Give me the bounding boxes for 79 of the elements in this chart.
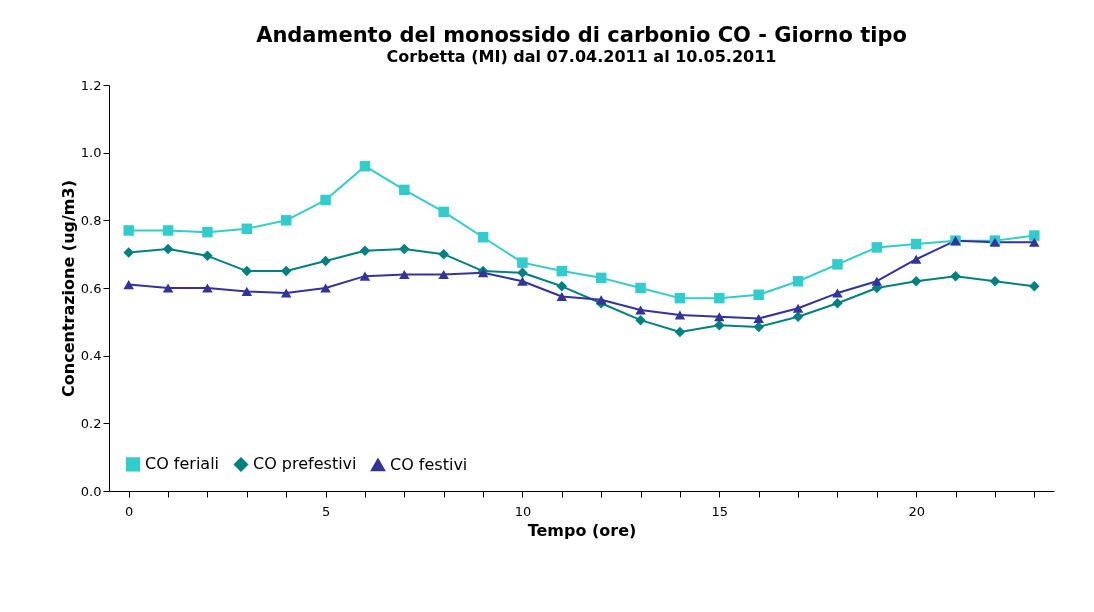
x-tick-label: 15	[711, 503, 729, 519]
point	[832, 259, 843, 270]
x-tick-label: 5	[321, 503, 331, 519]
point	[595, 272, 607, 284]
y-tick-label: 0.8	[80, 212, 102, 228]
point	[674, 326, 686, 338]
y-tick-label: 0.4	[80, 348, 102, 364]
point	[910, 238, 922, 250]
x-axis-title: Tempo (ore)	[527, 520, 637, 540]
point	[674, 310, 686, 320]
chart-subtitle: Corbetta (MI) dal 07.04.2011 al 10.05.2011	[386, 47, 777, 66]
y-tick-label: 1.2	[80, 77, 102, 93]
point	[399, 269, 410, 280]
point	[399, 243, 410, 255]
y-axis-title: Concentrazione (ug/m3)	[58, 180, 78, 397]
point	[517, 276, 528, 286]
y-tick-label: 1.0	[80, 145, 102, 161]
point	[714, 292, 725, 304]
point	[320, 194, 331, 206]
point	[635, 305, 646, 315]
point	[635, 282, 646, 294]
point	[753, 289, 764, 301]
point	[910, 254, 922, 264]
legend-label: CO festivi	[390, 454, 468, 474]
x-tick-label: 20	[908, 503, 925, 519]
point	[1029, 281, 1040, 292]
point	[556, 265, 568, 277]
point	[477, 232, 489, 243]
y-tick-label: 0.0	[80, 483, 102, 499]
x-tick-label: 10	[514, 503, 532, 519]
point	[438, 269, 449, 280]
point	[438, 248, 449, 260]
y-tick-label: 0.2	[80, 415, 102, 431]
point	[1029, 237, 1040, 247]
point	[123, 280, 134, 290]
chart-title: Andamento del monossido di carbonio CO - Giorno tipo	[256, 23, 907, 47]
point	[517, 267, 528, 279]
point	[202, 250, 213, 262]
point	[359, 160, 371, 172]
point	[320, 283, 331, 293]
point	[280, 215, 292, 226]
point	[320, 255, 331, 267]
point	[753, 313, 764, 323]
point	[123, 225, 134, 236]
point	[989, 275, 1001, 287]
point	[359, 271, 371, 281]
point	[792, 311, 804, 322]
legend-label: CO feriali	[145, 454, 220, 474]
point	[241, 286, 253, 296]
point	[595, 295, 607, 305]
point	[162, 243, 174, 255]
point	[162, 225, 174, 236]
point	[438, 206, 449, 218]
point	[871, 242, 883, 253]
point	[871, 276, 883, 286]
point	[792, 303, 804, 313]
point	[556, 291, 568, 301]
x-tick-label: 0	[125, 503, 134, 519]
point	[832, 297, 843, 309]
point	[635, 314, 646, 326]
y-tick-label: 0.6	[80, 280, 102, 296]
point	[123, 247, 134, 258]
point	[950, 270, 961, 282]
point	[556, 281, 568, 292]
point	[162, 283, 174, 293]
point	[359, 245, 371, 257]
point	[674, 292, 686, 304]
point	[910, 275, 922, 287]
point	[280, 288, 292, 298]
point	[399, 184, 410, 196]
point	[1029, 230, 1040, 241]
point	[241, 223, 253, 235]
point	[792, 275, 804, 287]
point	[714, 312, 725, 322]
point	[202, 226, 213, 238]
point	[832, 288, 843, 298]
point	[202, 283, 213, 293]
point	[517, 257, 528, 268]
legend-label: CO prefestivi	[253, 454, 357, 474]
